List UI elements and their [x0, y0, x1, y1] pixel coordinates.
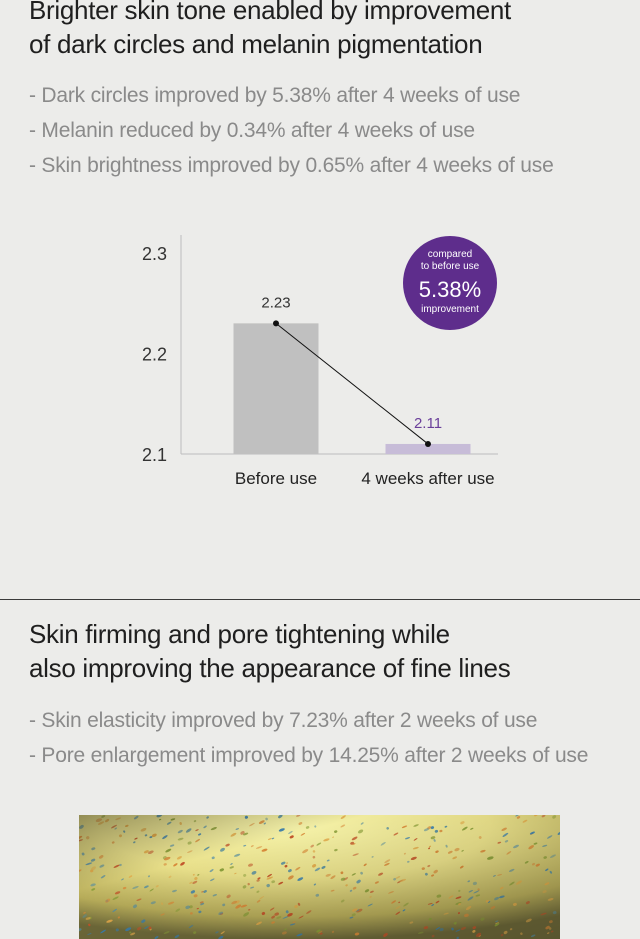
badge-line1: compared: [428, 249, 472, 260]
section1-bullets: - Dark circles improved by 5.38% after 4…: [29, 78, 554, 183]
y-tick-label: 2.2: [142, 345, 167, 365]
data-label: 2.11: [414, 415, 442, 432]
bullet-melanin: - Melanin reduced by 0.34% after 4 weeks…: [29, 119, 475, 142]
connector-point: [425, 440, 431, 447]
section2-title-line2: also improving the appearance of fine li…: [29, 653, 511, 683]
data-label: 2.23: [261, 294, 290, 311]
skin-texture-photo: [79, 815, 560, 939]
x-tick-label: 4 weeks after use: [361, 469, 494, 488]
section2-title-line1: Skin firming and pore tightening while: [29, 619, 450, 649]
bullet-dark-circles: - Dark circles improved by 5.38% after 4…: [29, 84, 521, 107]
bar: [385, 443, 471, 454]
bullet-brightness: - Skin brightness improved by 0.65% afte…: [29, 154, 554, 177]
section2-bullets: - Skin elasticity improved by 7.23% afte…: [29, 703, 588, 773]
bullet-pores: - Pore enlargement improved by 14.25% af…: [29, 744, 589, 767]
badge-value: 5.38%: [419, 277, 481, 302]
section1-title-line2: of dark circles and melanin pigmentation: [29, 29, 483, 59]
connector-point: [273, 320, 279, 327]
improvement-badge: [403, 236, 497, 330]
bar: [233, 323, 319, 454]
badge-line3: improvement: [421, 304, 479, 315]
badge-line2: to before use: [421, 261, 480, 272]
x-tick-label: Before use: [235, 469, 317, 488]
connector-line: [275, 322, 429, 445]
y-tick-label: 2.3: [142, 244, 167, 264]
section-divider: [0, 599, 640, 600]
dark-circle-bar-chart: 2.3 2.2 2.1 2.23 Before use 2.11 4 weeks after…: [142, 235, 498, 488]
section1-title: Brighter skin tone enabled by improvemen…: [29, 0, 511, 61]
bullet-elasticity: - Skin elasticity improved by 7.23% afte…: [29, 709, 538, 732]
section1-title-line1: Brighter skin tone enabled by improvemen…: [29, 0, 511, 25]
section2-title: Skin firming and pore tightening while a…: [29, 617, 511, 685]
y-tick-label: 2.1: [142, 445, 167, 465]
